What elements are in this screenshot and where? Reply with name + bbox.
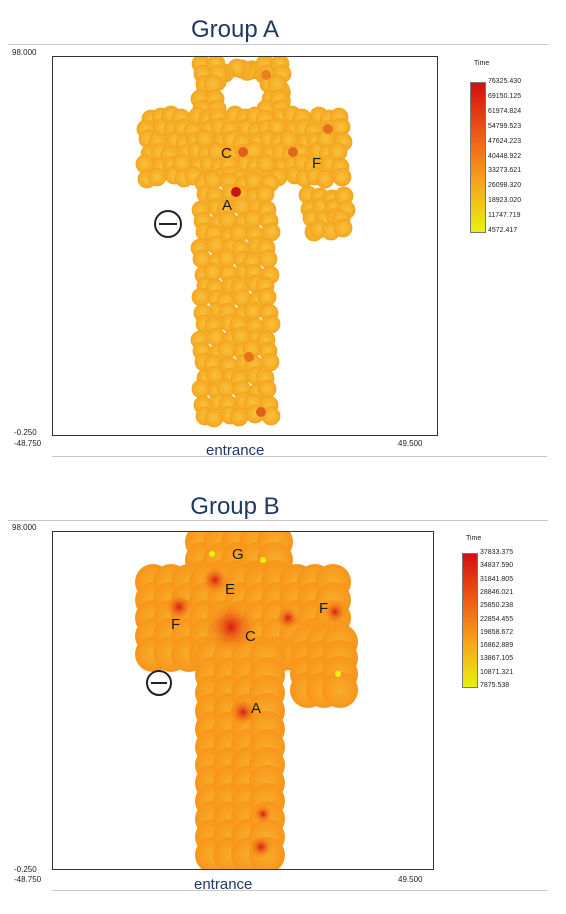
y-max-tick: 98.000 [12, 523, 37, 532]
chart-title: Group B [190, 493, 280, 520]
heat-hotspot [201, 566, 229, 594]
heat-blob [261, 314, 281, 334]
heat-lowspot [335, 671, 341, 677]
legend-value: 18923.020 [488, 197, 522, 205]
heat-hotspot [244, 352, 254, 362]
legend-value: 11747.719 [488, 212, 521, 220]
heat-blob [332, 167, 352, 187]
heat-blob [203, 262, 223, 282]
divider [8, 44, 548, 45]
heat-blob [243, 301, 263, 321]
heat-blob [333, 218, 353, 238]
heat-hotspot [253, 804, 273, 824]
heatmap-svg [135, 532, 358, 869]
heat-blob [261, 222, 281, 242]
legend-value: 16862.889 [480, 642, 514, 650]
heat-lowspot [260, 557, 266, 563]
heat-hotspot [288, 147, 298, 157]
x-axis-label: entrance [194, 876, 253, 893]
legend-value: 69150.125 [488, 92, 522, 100]
legend-value: 28846.021 [480, 588, 514, 596]
heat-blob [257, 287, 277, 307]
legend-value: 4572.417 [488, 227, 518, 234]
x-min-tick: -48.750 [14, 439, 42, 448]
legend-title: Time [474, 60, 490, 67]
heatmap-svg [135, 57, 356, 428]
heat-blob [255, 184, 275, 204]
divider [52, 456, 547, 457]
heat-hotspot [165, 593, 193, 621]
heat-blob [204, 408, 224, 428]
legend-value: 25850.238 [480, 602, 514, 610]
heat-hotspot [231, 187, 241, 197]
y-min-tick: -0.250 [14, 428, 37, 437]
legend-color-bar [462, 553, 478, 688]
heat-blob [191, 379, 211, 399]
legend-value: 34837.590 [480, 562, 514, 570]
legend-value: 10871.321 [480, 668, 514, 676]
x-max-tick: 49.500 [398, 439, 423, 448]
heat-blob [217, 340, 237, 360]
heat-blob [147, 167, 167, 187]
legend-value: 37833.375 [480, 549, 514, 556]
zone-label-f: F [312, 155, 322, 172]
legend-value: 54799.523 [488, 122, 522, 130]
legend-value: 22854.455 [480, 615, 514, 623]
legend-value: 13867.105 [480, 655, 514, 663]
heat-blob [260, 352, 280, 372]
heat-hotspot [256, 407, 266, 417]
heat-hotspot [276, 606, 300, 630]
heat-blob [229, 223, 249, 243]
heat-hotspot [238, 147, 248, 157]
x-min-tick: -48.750 [14, 875, 42, 884]
group-b-panel: Group B 98.000 -0.250 -48.750 49.500 G E… [0, 457, 566, 914]
heat-blob [322, 672, 358, 708]
heat-blob [258, 249, 278, 269]
legend-color-bar [470, 82, 486, 233]
zone-label-a: A [251, 700, 262, 717]
group-a-panel: Group A 98.000 -0.250 -48.750 49.500 C F… [8, 16, 548, 459]
heatmap-plot-area: C F A [52, 56, 438, 436]
x-axis-label: entrance [206, 442, 265, 459]
y-max-tick: 98.000 [12, 48, 37, 57]
legend-value: 33273.621 [488, 167, 522, 175]
zone-label-c: C [245, 628, 256, 645]
legend-title: Time [466, 535, 482, 542]
zone-label-g: G [232, 546, 244, 563]
zone-label-e: E [225, 581, 236, 598]
heat-hotspot [229, 698, 257, 726]
heatmap-plot-area: G E F C F A [52, 531, 434, 870]
heat-hotspot [323, 600, 347, 624]
zone-label-f-right: F [319, 600, 329, 617]
heat-hotspot [249, 835, 273, 859]
heat-blob [229, 407, 249, 427]
heat-hotspot [323, 124, 333, 134]
legend-value: 40448.922 [488, 152, 522, 160]
divider [52, 890, 547, 891]
legend-value: 19858.672 [480, 628, 514, 636]
x-max-tick: 49.500 [398, 875, 423, 884]
zone-label-a: A [222, 197, 233, 214]
heat-hotspot [205, 601, 257, 653]
heat-lowspot [209, 551, 215, 557]
legend-value: 7875.538 [480, 682, 510, 689]
heat-blob [315, 169, 335, 189]
heat-hotspot [261, 70, 271, 80]
heat-blob [203, 170, 223, 190]
zone-label-f-left: F [171, 616, 181, 633]
zone-label-c: C [221, 145, 232, 162]
legend-value: 61974.824 [488, 107, 522, 115]
divider [8, 520, 548, 521]
heat-blob [257, 379, 277, 399]
legend-value: 31841.805 [480, 575, 514, 583]
y-min-tick: -0.250 [14, 865, 37, 874]
legend-value: 76325.430 [488, 78, 522, 85]
legend-value: 26098.320 [488, 182, 522, 190]
legend-value: 47624.223 [488, 137, 522, 145]
chart-title: Group A [190, 16, 280, 43]
